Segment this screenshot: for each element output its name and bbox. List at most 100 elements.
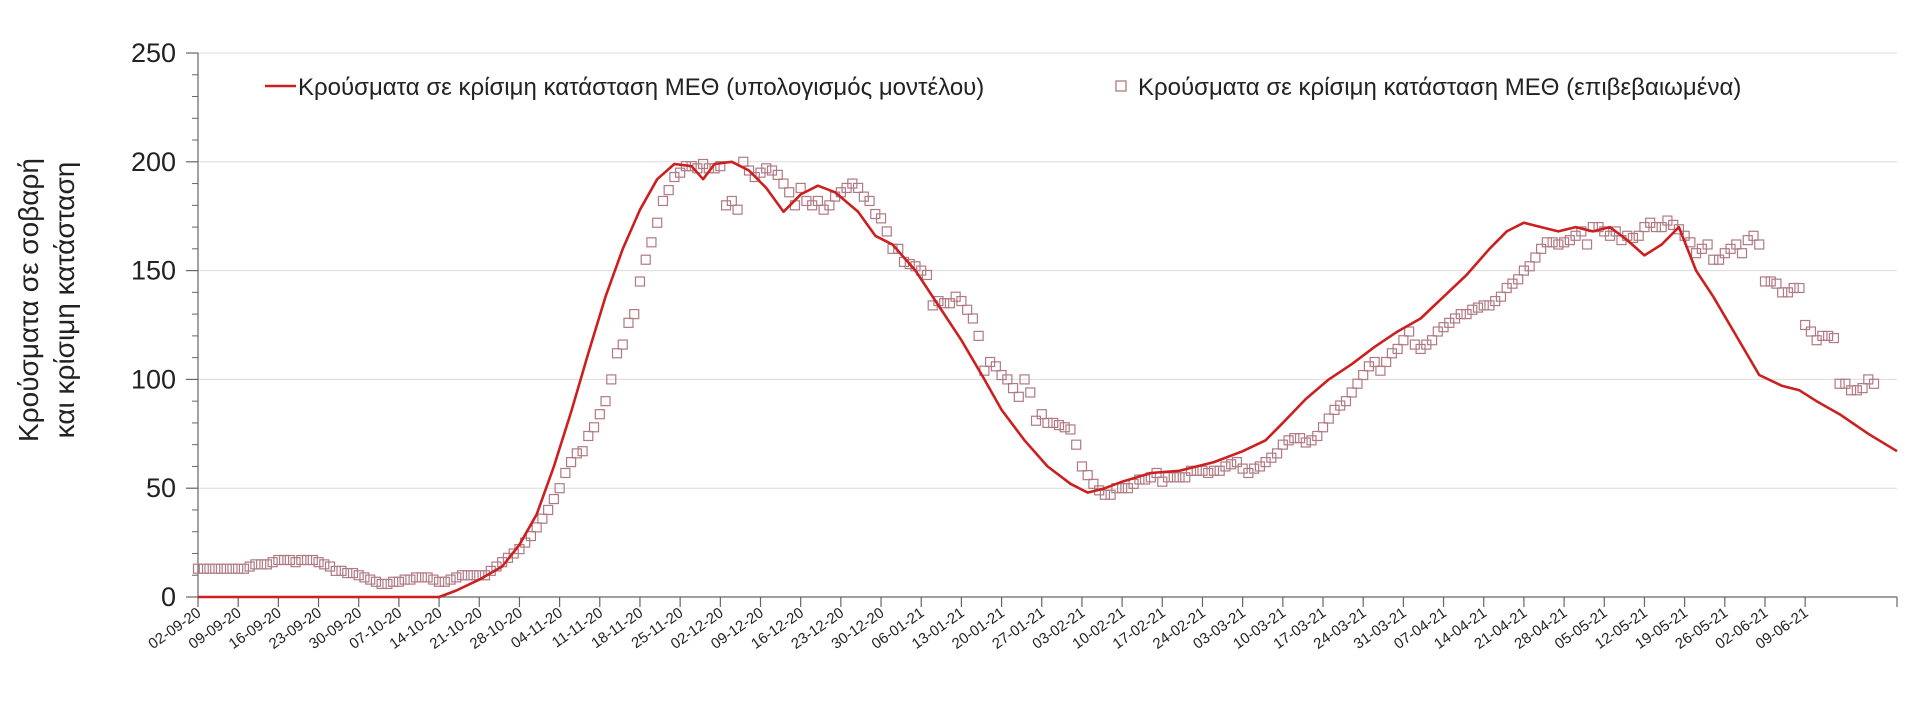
confirmed-point [761, 163, 772, 174]
y-axis-label-line-1: Κρούσματα σε σοβαρή [13, 158, 44, 442]
confirmed-point [1375, 365, 1386, 376]
confirmed-point [967, 313, 978, 324]
confirmed-point [657, 195, 669, 207]
confirmed-point [743, 165, 755, 176]
confirmed-point [1358, 369, 1369, 381]
confirmed-point [1467, 304, 1478, 315]
confirmed-point [600, 396, 611, 407]
confirmed-point [1226, 459, 1237, 470]
confirmed-point [1702, 239, 1713, 250]
confirmed-point [1048, 417, 1059, 429]
confirmed-point [990, 361, 1001, 372]
confirmed-point [1748, 230, 1759, 241]
confirmed-point [1627, 232, 1639, 244]
confirmed-point [273, 554, 284, 566]
confirmed-point [1174, 472, 1185, 483]
confirmed-point [428, 574, 439, 585]
confirmed-point [439, 576, 450, 587]
confirmed-point [1530, 252, 1541, 263]
confirmed-point [1731, 239, 1742, 250]
confirmed-point [1036, 409, 1047, 420]
confirmed-point [451, 572, 462, 583]
confirmed-point [365, 574, 376, 585]
confirmed-point [623, 317, 634, 328]
confirmed-point [939, 298, 950, 309]
confirmed-point [1472, 302, 1484, 313]
confirmed-point [1249, 463, 1260, 474]
y-axis-ticks: 0 50 100 150 200 250 [131, 38, 198, 612]
confirmed-point [1656, 221, 1667, 233]
confirmed-point [1231, 456, 1243, 468]
confirmed-point [537, 513, 548, 524]
confirmed-point [1030, 415, 1042, 426]
confirmed-point [778, 178, 789, 189]
confirmed-point [1352, 378, 1363, 389]
confirmed-point [875, 213, 887, 224]
confirmed-point [646, 237, 657, 248]
confirmed-point [1289, 433, 1300, 444]
confirmed-point [468, 570, 479, 581]
confirmed-point [583, 430, 594, 442]
confirmed-point [606, 374, 617, 385]
confirmed-point [1346, 387, 1357, 398]
confirmed-point [1650, 221, 1662, 233]
confirmed-point [1736, 248, 1748, 259]
confirmed-point [1513, 274, 1524, 285]
confirmed-point [307, 554, 318, 566]
confirmed-point [640, 254, 651, 265]
confirmed-point [824, 200, 835, 211]
confirmed-point [301, 554, 313, 566]
confirmed-point [852, 182, 864, 194]
confirmed-point [462, 570, 473, 581]
confirmed-point [1180, 472, 1191, 483]
confirmed-point [812, 195, 824, 207]
confirmed-point [290, 557, 301, 568]
confirmed-point [1398, 335, 1409, 346]
confirmed-point [382, 578, 393, 590]
confirmed-point [1576, 226, 1587, 237]
confirmed-point [204, 563, 215, 574]
confirmed-point [1777, 287, 1788, 298]
confirmed-point [1117, 483, 1128, 494]
confirmed-point [238, 563, 250, 574]
confirmed-point [399, 574, 410, 585]
confirmed-point [210, 563, 221, 574]
confirmed-point [1002, 374, 1013, 385]
confirmed-point [795, 182, 806, 194]
confirmed-point [1765, 276, 1776, 287]
confirmed-point [1823, 330, 1834, 341]
confirmed-point [1800, 319, 1811, 331]
confirmed-point [1553, 239, 1564, 250]
confirmed-point [1455, 309, 1466, 320]
confirmed-point [893, 243, 904, 254]
confirmed-point [411, 572, 422, 583]
confirmed-point [881, 226, 892, 237]
y-tick-label-200: 200 [131, 147, 176, 177]
x-axis-ticks: 02-09-2009-09-2016-09-2023-09-2030-09-20… [145, 597, 1898, 653]
axes [197, 53, 1897, 598]
confirmed-point [342, 567, 353, 579]
confirmed-point [1134, 474, 1145, 485]
confirmed-point [611, 348, 623, 359]
confirmed-point [962, 304, 973, 315]
confirmed-point [577, 446, 588, 457]
confirmed-point [1208, 465, 1220, 476]
confirmed-point [1845, 385, 1857, 396]
confirmed-point [525, 530, 537, 542]
confirmed-point [198, 563, 209, 574]
y-axis-label-line-2: και κρίσιμη κατάσταση [49, 162, 80, 439]
confirmed-point [1868, 378, 1880, 389]
confirmed-point [594, 409, 605, 420]
confirmed-point [1610, 226, 1621, 237]
confirmed-point [1168, 472, 1179, 483]
confirmed-point [221, 563, 232, 574]
confirmed-point [284, 554, 295, 566]
confirmed-point [1271, 448, 1283, 459]
confirmed-point [1851, 385, 1862, 396]
confirmed-point [1794, 282, 1805, 294]
confirmed-point [904, 258, 915, 270]
confirmed-point [353, 570, 364, 581]
confirmed-point [617, 339, 628, 350]
confirmed-point [1495, 291, 1507, 302]
confirmed-point [1536, 243, 1547, 254]
